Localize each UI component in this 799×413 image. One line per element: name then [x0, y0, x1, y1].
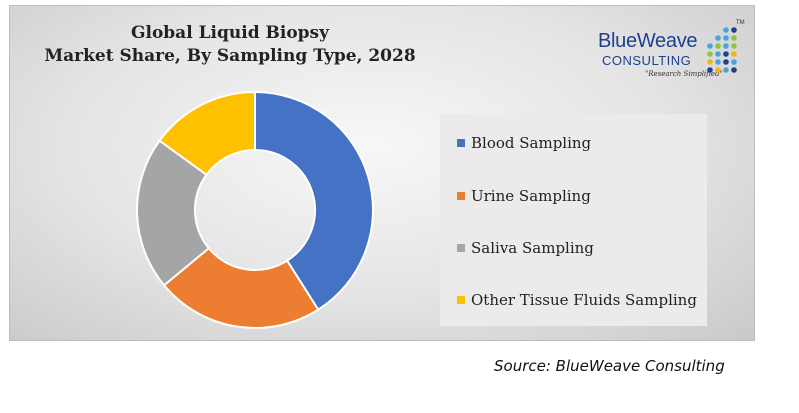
legend-swatch [457, 296, 465, 304]
donut-slice-blood-sampling [254, 90, 374, 312]
logo-dot [715, 35, 721, 41]
logo-dot [707, 59, 713, 65]
logo-dot [731, 51, 737, 57]
source-note: Source: BlueWeave Consulting [494, 357, 725, 375]
logo-dot [731, 67, 737, 73]
logo-subtitle: CONSULTING [602, 53, 692, 68]
logo-dot [731, 35, 737, 41]
logo-dots-icon [707, 27, 737, 73]
logo-dot [723, 27, 729, 33]
logo-tagline: "Research Simplified" [645, 70, 723, 78]
legend-label: Blood Sampling [471, 134, 592, 152]
legend-swatch [457, 139, 465, 147]
logo-dot [707, 67, 713, 73]
legend-item-urine-sampling: Urine Sampling [457, 187, 591, 207]
logo-dot [723, 59, 729, 65]
legend-swatch [457, 244, 465, 252]
chart-legend: Blood Sampling Urine Sampling Saliva Sampl… [440, 114, 707, 326]
legend-label: Urine Sampling [471, 187, 591, 205]
logo-dot [731, 27, 737, 33]
donut-chart [136, 90, 374, 329]
logo-dot [715, 51, 721, 57]
logo-dot [731, 59, 737, 65]
legend-label: Saliva Sampling [471, 239, 594, 257]
logo-dot [723, 35, 729, 41]
logo-dot [715, 43, 721, 49]
chart-title-line-2: Market Share, By Sampling Type, 2028 [44, 46, 416, 66]
logo-dot [731, 43, 737, 49]
logo-dot [715, 67, 721, 73]
legend-label: Other Tissue Fluids Sampling [471, 291, 697, 309]
legend-item-other-tissue-fluids-sampling: Other Tissue Fluids Sampling [457, 291, 697, 311]
legend-item-blood-sampling: Blood Sampling [457, 134, 591, 154]
donut-slice-urine-sampling [162, 246, 320, 329]
logo-dot [707, 51, 713, 57]
donut-slice-other-tissue-fluids-sampling [158, 90, 256, 177]
logo-dot [707, 43, 713, 49]
logo-trademark: TM [736, 20, 745, 26]
chart-title: Global Liquid Biopsy Market Share, By Sa… [30, 22, 430, 68]
chart-title-line-1: Global Liquid Biopsy [130, 23, 329, 43]
logo-dot [723, 67, 729, 73]
legend-item-saliva-sampling: Saliva Sampling [457, 239, 594, 259]
logo-dot [723, 51, 729, 57]
logo-dot [715, 59, 721, 65]
donut-slice-saliva-sampling [136, 139, 211, 287]
bluweave-logo: BlueWeave CONSULTING "Research Simplifie… [598, 20, 748, 82]
logo-dot [723, 43, 729, 49]
legend-swatch [457, 192, 465, 200]
logo-wordmark: BlueWeave [598, 30, 698, 52]
